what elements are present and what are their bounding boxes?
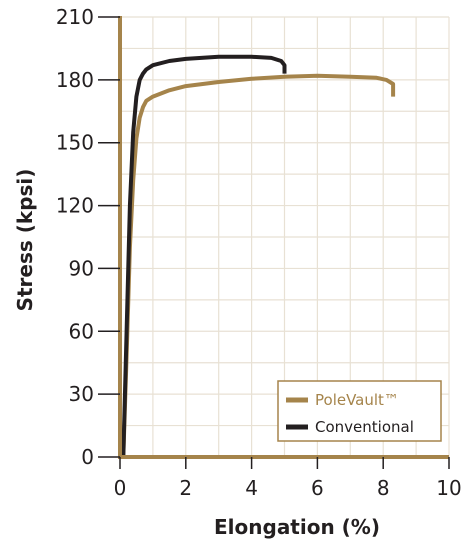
y-tick-label: 0 — [81, 445, 94, 469]
x-tick-label: 10 — [436, 476, 461, 500]
legend: PoleVault™ Conventional — [277, 380, 442, 442]
series-lines — [121, 54, 396, 458]
x-tick-label: 2 — [179, 476, 192, 500]
y-tick-label: 180 — [56, 68, 94, 92]
x-tick-label: 6 — [311, 476, 324, 500]
axes — [118, 16, 449, 459]
y-axis-title: Stress (kpsi) — [13, 169, 37, 312]
y-tick-label: 90 — [69, 256, 94, 280]
x-tick-label: 0 — [114, 476, 127, 500]
y-tick-label: 210 — [56, 5, 94, 29]
grid-lines — [120, 16, 450, 457]
y-tick-label: 150 — [56, 131, 94, 155]
legend-box — [277, 380, 442, 442]
x-axis-title: Elongation (%) — [214, 515, 380, 539]
x-tick-label: 4 — [245, 476, 258, 500]
legend-label-polevault: PoleVault™ — [315, 391, 399, 409]
legend-label-conventional: Conventional — [315, 418, 414, 436]
series-line-polevault — [121, 73, 396, 458]
series-line-conventional — [121, 54, 287, 458]
y-tick-label: 30 — [69, 382, 94, 406]
tick-labels: 0 30 60 90 120 150 180 210 0 2 4 6 8 10 — [56, 5, 462, 500]
x-tick-label: 8 — [377, 476, 390, 500]
y-tick-label: 60 — [69, 319, 94, 343]
y-tick-label: 120 — [56, 194, 94, 218]
